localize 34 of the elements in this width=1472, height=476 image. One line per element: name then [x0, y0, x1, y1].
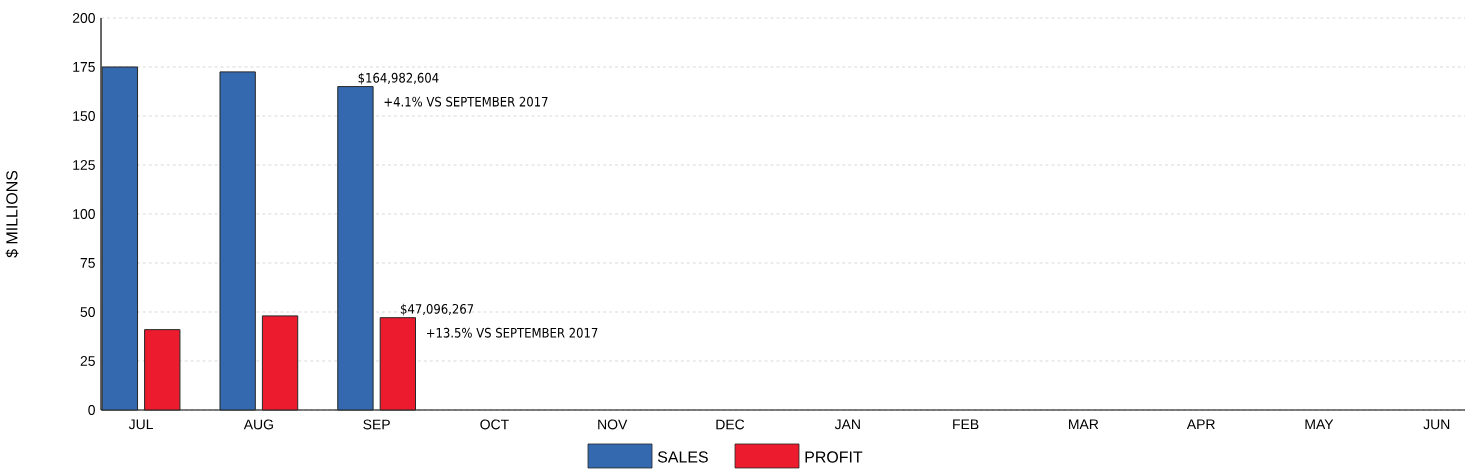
x-tick-label: OCT — [480, 419, 509, 430]
y-tick-label: 75 — [80, 258, 95, 268]
x-tick-label: FEB — [953, 419, 979, 430]
x-tick-label: NOV — [598, 419, 628, 430]
x-tick-label: JUN — [1423, 419, 1450, 430]
x-tick-label: APR — [1186, 419, 1215, 430]
bar — [337, 86, 374, 411]
annotation: $164,982,604 — [358, 72, 439, 85]
x-tick-label: AUG — [243, 419, 273, 430]
legend-label: PROFIT — [805, 451, 863, 463]
y-tick-label: 25 — [80, 356, 95, 366]
y-tick-label: 150 — [73, 111, 95, 121]
x-tick-label: JUL — [128, 419, 153, 430]
annotation: +13.5% VS SEPTEMBER 2017 — [426, 327, 598, 338]
y-tick-label: 100 — [73, 209, 95, 219]
bar — [101, 66, 139, 411]
y-axis-title: $ MILLIONS — [5, 170, 19, 258]
bar — [261, 315, 299, 411]
y-tick-label: 200 — [72, 13, 95, 23]
bar — [219, 71, 256, 411]
x-tick-label: JAN — [834, 419, 860, 430]
y-tick-label: 50 — [80, 307, 95, 317]
x-tick-label: MAR — [1069, 419, 1099, 430]
y-tick-label: 0 — [88, 405, 95, 415]
annotation: +4.1% VS SEPTEMBER 2017 — [384, 96, 548, 107]
y-tick-label: 125 — [73, 160, 95, 170]
annotation: $47,096,267 — [401, 303, 474, 316]
x-tick-label: MAY — [1305, 419, 1334, 430]
y-tick-label: 175 — [73, 62, 95, 72]
x-tick-label: DEC — [716, 419, 745, 430]
x-tick-label: SEP — [363, 419, 390, 430]
legend-label: SALES — [657, 451, 708, 463]
bar — [144, 329, 181, 411]
bar — [379, 317, 417, 411]
